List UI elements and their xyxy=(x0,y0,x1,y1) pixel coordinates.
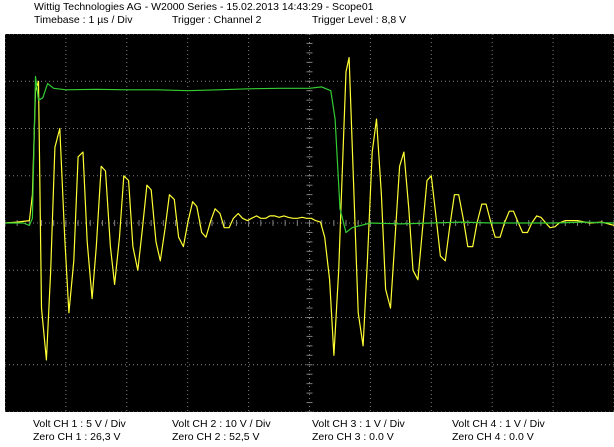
trigger-level-label: Trigger Level : 8,8 V xyxy=(312,14,407,26)
trigger-label: Trigger : Channel 2 xyxy=(172,14,262,26)
ch3-zero-label: Zero CH 3 : 0.0 V xyxy=(312,431,394,443)
ch1-zero-label: Zero CH 1 : 26,3 V xyxy=(33,431,121,443)
ch4-volt-label: Volt CH 4 : 1 V / Div xyxy=(452,418,545,430)
ch1-volt-label: Volt CH 1 : 5 V / Div xyxy=(33,418,126,430)
oscilloscope-screen xyxy=(5,34,614,412)
ch3-volt-label: Volt CH 3 : 1 V / Div xyxy=(312,418,405,430)
trace-ch2 xyxy=(5,75,614,234)
scope-title: Wittig Technologies AG - W2000 Series - … xyxy=(34,1,374,13)
ch2-volt-label: Volt CH 2 : 10 V / Div xyxy=(172,418,271,430)
ch2-zero-label: Zero CH 2 : 52,5 V xyxy=(172,431,260,443)
ch4-zero-label: Zero CH 4 : 0.0 V xyxy=(452,431,534,443)
timebase-label: Timebase : 1 µs / Div xyxy=(34,14,133,26)
trace-ch1 xyxy=(5,57,614,361)
